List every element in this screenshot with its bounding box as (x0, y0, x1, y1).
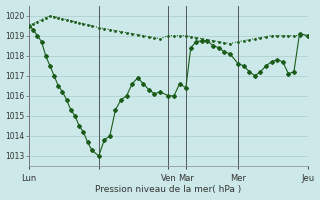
X-axis label: Pression niveau de la mer( hPa ): Pression niveau de la mer( hPa ) (95, 185, 242, 194)
